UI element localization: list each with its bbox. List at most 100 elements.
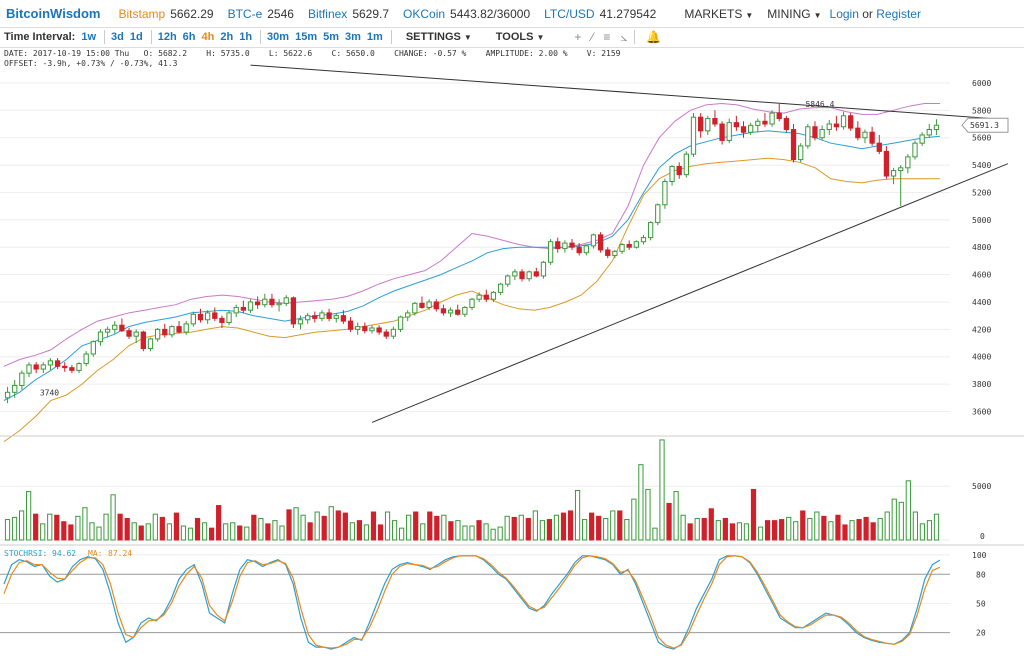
candle bbox=[662, 178, 668, 209]
draw-line-icon[interactable]: ⁄ bbox=[591, 30, 594, 44]
candle-body bbox=[826, 123, 832, 130]
candle-body bbox=[469, 298, 475, 308]
exchange-bitstamp[interactable]: Bitstamp 5662.29 bbox=[119, 7, 214, 21]
exchange-okcoin[interactable]: OKCoin 5443.82/36000 bbox=[403, 7, 530, 21]
interval-1h[interactable]: 1h bbox=[239, 31, 253, 43]
crosshair-icon[interactable]: + bbox=[574, 30, 582, 44]
settings-menu[interactable]: SETTINGS ▼ bbox=[406, 31, 472, 43]
candle-body bbox=[605, 249, 611, 256]
volume-bar bbox=[680, 514, 686, 541]
candle-body bbox=[890, 170, 897, 177]
candle bbox=[226, 310, 232, 326]
candle bbox=[104, 326, 111, 338]
fib-tool-icon[interactable]: ⦣ bbox=[620, 29, 628, 44]
candle-body bbox=[133, 331, 139, 337]
candle bbox=[333, 312, 339, 323]
bell-icon[interactable]: 🔔 bbox=[646, 30, 662, 44]
candle bbox=[926, 124, 932, 138]
candle bbox=[519, 269, 525, 282]
volume-bar bbox=[687, 523, 693, 541]
volume-bar bbox=[399, 527, 405, 541]
interval-4h[interactable]: 4h bbox=[201, 31, 215, 43]
volume-bar bbox=[208, 527, 215, 541]
exchange-name[interactable]: Bitfinex bbox=[307, 6, 348, 21]
volume-bar bbox=[356, 520, 363, 541]
stochrsi-grid bbox=[0, 554, 950, 634]
settings-label[interactable]: SETTINGS bbox=[405, 31, 461, 43]
exchange-name[interactable]: BTC-e bbox=[227, 6, 263, 21]
volume-bar bbox=[673, 491, 679, 541]
interval-15m[interactable]: 15m bbox=[295, 31, 318, 43]
candle-body bbox=[90, 341, 96, 355]
exchange-bitfinex[interactable]: Bitfinex 5629.7 bbox=[308, 7, 389, 21]
volume-bar bbox=[413, 511, 419, 541]
interval-5m[interactable]: 5m bbox=[323, 31, 340, 43]
mining-label[interactable]: MINING bbox=[767, 6, 811, 21]
candle bbox=[855, 121, 861, 141]
interval-12h[interactable]: 12h bbox=[157, 31, 177, 43]
candle-body bbox=[798, 145, 804, 161]
price-tick-label: 4000 bbox=[972, 353, 991, 362]
exchange-btce[interactable]: BTC-e 2546 bbox=[228, 7, 294, 21]
candle-body bbox=[26, 364, 32, 374]
volume-bar bbox=[194, 517, 201, 541]
candle bbox=[719, 121, 725, 145]
tools-label[interactable]: TOOLS bbox=[495, 31, 534, 43]
candle bbox=[255, 296, 261, 309]
candle bbox=[712, 110, 718, 127]
candle bbox=[233, 304, 239, 318]
volume-bar bbox=[406, 514, 412, 541]
candle bbox=[769, 110, 775, 127]
volume-bar bbox=[856, 519, 862, 541]
candle bbox=[705, 115, 711, 135]
mining-menu[interactable]: MINING ▼ bbox=[767, 7, 821, 21]
candle-body bbox=[269, 298, 275, 306]
login-link[interactable]: Login bbox=[829, 6, 859, 21]
markets-label[interactable]: MARKETS bbox=[684, 6, 743, 21]
candle-body bbox=[340, 315, 347, 322]
candle-body bbox=[33, 364, 39, 370]
candle-body bbox=[919, 134, 925, 144]
volume-bar bbox=[772, 520, 778, 541]
candle bbox=[326, 308, 332, 322]
interval-2h[interactable]: 2h bbox=[220, 31, 234, 43]
volume-bar bbox=[152, 513, 158, 541]
stochrsi-line bbox=[3, 555, 941, 650]
interval-1d[interactable]: 1d bbox=[129, 31, 143, 43]
interval-1m[interactable]: 1m bbox=[366, 31, 383, 43]
price-annotation: 5846.4 bbox=[805, 100, 834, 109]
markets-menu[interactable]: MARKETS ▼ bbox=[684, 7, 753, 21]
exchange-ltcusd[interactable]: LTC/USD 41.279542 bbox=[544, 7, 656, 21]
brand-logo[interactable]: BitcoinWisdom bbox=[6, 6, 101, 21]
candle-body bbox=[719, 123, 725, 141]
candle-body bbox=[705, 118, 711, 132]
price-grid bbox=[0, 82, 950, 412]
candle bbox=[876, 134, 882, 155]
candle-body bbox=[819, 128, 825, 139]
exchange-name[interactable]: Bitstamp bbox=[118, 6, 166, 21]
candle bbox=[512, 269, 518, 281]
register-link[interactable]: Register bbox=[876, 6, 921, 21]
interval-3m[interactable]: 3m bbox=[345, 31, 361, 43]
price-tick-label: 4600 bbox=[972, 271, 991, 280]
candle-body bbox=[347, 320, 354, 330]
volume-bar bbox=[828, 521, 834, 541]
interval-6h[interactable]: 6h bbox=[182, 31, 196, 43]
candle bbox=[112, 321, 118, 334]
volume-bar bbox=[715, 520, 721, 541]
candle bbox=[183, 321, 189, 335]
interval-30m[interactable]: 30m bbox=[267, 31, 290, 43]
horizontal-lines-icon[interactable]: ≡ bbox=[603, 30, 611, 44]
interval-1w[interactable]: 1w bbox=[81, 31, 97, 43]
stochrsi-legend: STOCHRSI: 94.62 MA: 87.24 bbox=[4, 549, 132, 558]
candle bbox=[726, 118, 732, 144]
exchange-name[interactable]: OKCoin bbox=[403, 6, 446, 21]
divider bbox=[104, 30, 106, 44]
tools-menu[interactable]: TOOLS ▼ bbox=[496, 31, 545, 43]
volume-bar bbox=[124, 517, 130, 541]
volume-bar bbox=[786, 516, 792, 541]
candle bbox=[219, 315, 225, 328]
exchange-name[interactable]: LTC/USD bbox=[544, 6, 595, 21]
interval-3d[interactable]: 3d bbox=[111, 31, 124, 43]
